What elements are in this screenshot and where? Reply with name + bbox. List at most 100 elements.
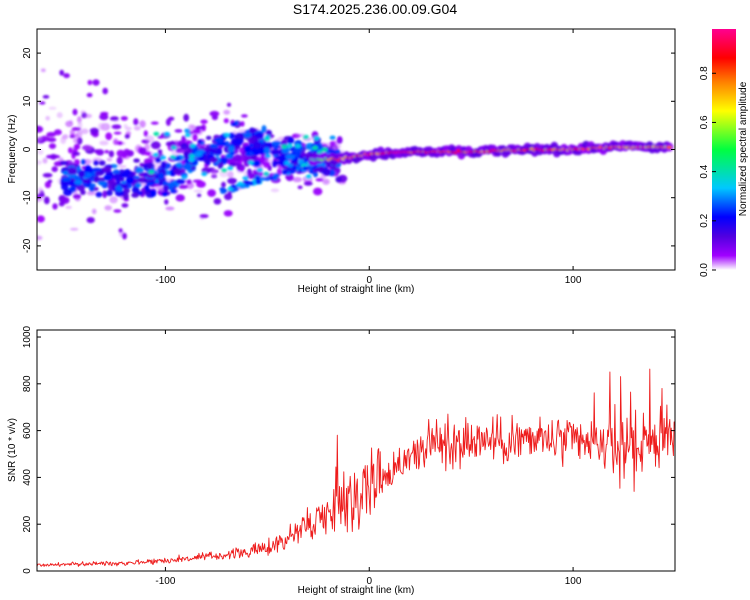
spectrogram-cell — [95, 191, 103, 198]
spectrogram-cell — [281, 144, 288, 149]
spectrogram-cell — [247, 172, 255, 180]
spectrogram-cell — [71, 127, 82, 131]
spectrogram-cell — [113, 131, 122, 135]
spectrogram-cell — [153, 131, 160, 137]
spectrogram-cell — [123, 148, 131, 156]
spectrogram-cell — [174, 129, 183, 133]
spectrogram-cell — [104, 149, 109, 154]
spectrogram-cell — [122, 192, 129, 201]
spectrogram-cell — [103, 175, 113, 180]
spectrogram-cell — [112, 169, 120, 175]
colorbar-tick-label: 0.2 — [699, 213, 710, 227]
spectrogram-cell — [173, 168, 182, 175]
spectrogram-cell — [234, 138, 244, 144]
spectrogram-cell — [329, 135, 336, 140]
spectrogram-cell — [285, 173, 294, 182]
spectrogram-cell — [220, 190, 227, 194]
spectrogram-cell — [138, 172, 145, 177]
spectrogram-cell — [150, 189, 157, 197]
spectrogram-cell — [133, 118, 139, 126]
spectrogram-cell — [119, 177, 125, 182]
spectrogram-cell — [66, 181, 77, 186]
spectrogram-cell — [106, 180, 116, 185]
spectrogram-cell — [230, 122, 237, 127]
spectrogram-cell — [251, 135, 257, 142]
spectrogram-cell — [322, 168, 332, 176]
spectrogram-cell — [201, 171, 208, 177]
spectrogram-cell — [287, 138, 294, 145]
snr-ytick-label: 1000 — [22, 325, 33, 348]
spectrogram-ylabel: Frequency (Hz) — [7, 115, 18, 184]
spectrogram-cell — [47, 137, 57, 143]
spectrogram-cell — [73, 137, 80, 144]
spectrogram-cell — [162, 184, 170, 192]
spectrogram-cell — [102, 87, 108, 95]
spectrogram-cell — [247, 160, 254, 165]
spectrogram-cell — [315, 178, 324, 182]
spectrogram-cell — [245, 158, 251, 167]
spectrogram-cell — [37, 235, 43, 241]
spectrogram-cell — [73, 175, 81, 181]
spectrogram-cell — [106, 189, 113, 196]
spectrogram-cell — [175, 194, 185, 202]
spectrogram-cell — [143, 130, 148, 137]
spectrogram-ytick-label: -10 — [22, 190, 33, 205]
spectrogram-cell — [188, 157, 195, 162]
spectrogram-cell — [223, 118, 229, 124]
spectrogram-cell — [189, 153, 195, 159]
snr-xtick-label: 0 — [366, 576, 372, 587]
spectrogram-cell — [335, 149, 341, 154]
snr-ytick-label: 200 — [22, 515, 33, 532]
spectrogram-cell — [250, 154, 257, 160]
spectrogram-xlabel: Height of straight line (km) — [298, 284, 415, 295]
spectrogram-cell — [113, 138, 119, 146]
spectrogram-cell — [80, 128, 89, 135]
colorbar-tick-label: 0.6 — [699, 115, 710, 129]
figure-title: S174.2025.236.00.09.G04 — [293, 1, 457, 17]
spectrogram-cell — [125, 176, 135, 184]
spectrogram-cell — [209, 143, 219, 149]
spectrogram-cell — [48, 106, 57, 110]
spectrogram-cell — [152, 152, 159, 158]
spectrogram-cell — [109, 116, 119, 121]
spectrogram-cell — [37, 187, 44, 194]
spectrogram-cell — [99, 113, 109, 121]
spectrogram-cell — [164, 131, 170, 137]
spectrogram-cell — [192, 128, 201, 134]
spectrogram-cell — [86, 92, 93, 98]
spectrogram-cell — [78, 170, 85, 178]
spectrogram-cell — [284, 160, 291, 166]
spectrogram-cell — [133, 158, 140, 163]
spectrogram-cell — [291, 165, 298, 170]
spectrogram-cell — [211, 169, 218, 178]
spectrogram-cell — [337, 137, 343, 142]
spectrogram-cell — [102, 166, 112, 173]
spectrogram-cell — [223, 109, 231, 115]
snr-ylabel: SNR (10 * v/v) — [7, 418, 18, 482]
spectrogram-cell — [63, 73, 70, 79]
spectrogram-cell — [305, 174, 312, 179]
spectrogram-cell — [190, 124, 197, 129]
spectrogram-cell — [116, 156, 123, 165]
spectrogram-cell — [113, 209, 122, 213]
snr-ytick-label: 800 — [22, 375, 33, 392]
spectrogram-cell — [73, 143, 81, 150]
spectrogram-cell — [200, 119, 208, 124]
spectrogram-cell — [199, 214, 209, 219]
spectrogram-cell — [329, 140, 339, 146]
spectrogram-cell — [194, 126, 205, 130]
spectrogram-cell — [255, 180, 262, 185]
spectrogram-cell — [37, 125, 44, 133]
spectrogram-xtick-label: -100 — [155, 275, 175, 286]
spectrogram-cell — [170, 189, 178, 194]
spectrogram-cell — [164, 199, 169, 205]
spectrogram-cell — [37, 215, 45, 223]
spectrogram-cell — [80, 159, 86, 165]
spectrogram-cell — [118, 165, 127, 168]
spectrogram-cell — [240, 121, 245, 127]
spectrogram-cell — [183, 113, 190, 122]
spectrogram-cell — [150, 141, 161, 150]
spectrogram-cell — [150, 121, 159, 125]
spectrogram-cell — [145, 188, 152, 193]
